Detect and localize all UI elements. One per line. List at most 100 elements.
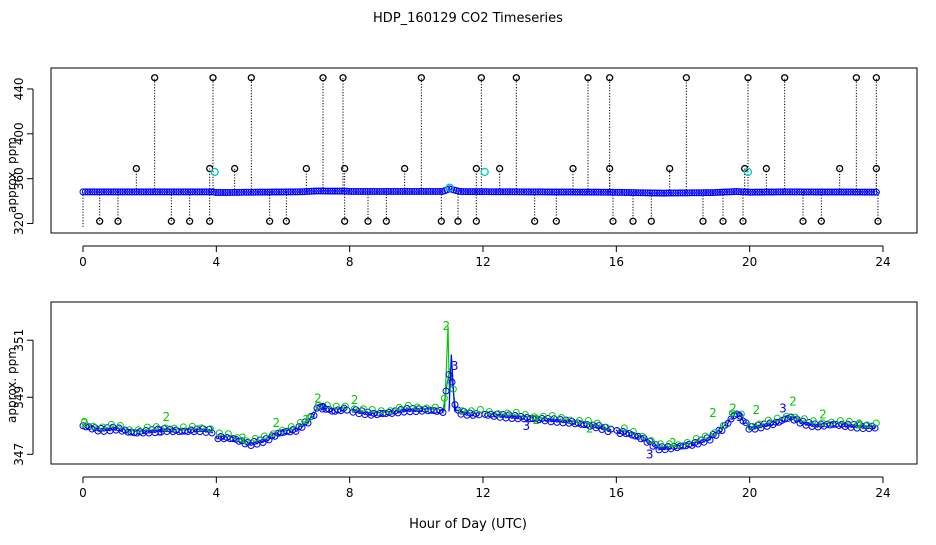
data-point xyxy=(408,187,416,195)
data-point xyxy=(590,188,598,196)
data-point xyxy=(298,423,306,431)
data-point xyxy=(135,188,143,196)
data-point xyxy=(364,217,372,225)
data-point xyxy=(530,413,538,421)
data-point xyxy=(772,418,780,426)
data-point xyxy=(261,188,269,196)
data-point xyxy=(156,188,164,196)
x-tick-label: 0 xyxy=(79,486,87,500)
data-point xyxy=(569,188,577,196)
data-point xyxy=(319,187,327,195)
data-point xyxy=(93,188,101,196)
data-point xyxy=(730,188,738,196)
series-marker-2: 2 xyxy=(443,319,451,333)
data-point xyxy=(476,188,484,196)
data-point xyxy=(714,188,722,196)
data-point xyxy=(109,188,117,196)
data-point xyxy=(364,187,372,195)
data-point xyxy=(210,167,219,177)
data-point xyxy=(112,188,120,196)
data-point xyxy=(665,189,673,197)
data-point xyxy=(245,188,253,196)
data-point xyxy=(595,188,603,196)
data-point xyxy=(247,188,255,196)
series-marker-2: 2 xyxy=(273,416,281,430)
data-point xyxy=(629,427,637,435)
data-point xyxy=(357,187,365,195)
y-tick-label: 440 xyxy=(12,77,26,100)
data-point xyxy=(121,188,129,196)
data-point xyxy=(758,188,766,196)
data-point xyxy=(679,189,687,197)
data-point xyxy=(278,426,286,434)
data-point xyxy=(378,187,386,195)
data-point xyxy=(341,402,349,410)
series-marker-2: 2 xyxy=(669,436,677,450)
data-point xyxy=(256,188,264,196)
data-point xyxy=(186,188,194,196)
data-point xyxy=(719,422,727,430)
y-tick-label: 360 xyxy=(12,167,26,190)
series-marker-2: 2 xyxy=(709,406,717,420)
data-point xyxy=(861,188,869,196)
data-point xyxy=(536,188,544,196)
data-point xyxy=(871,424,879,432)
data-point xyxy=(874,217,882,225)
data-point xyxy=(837,188,845,196)
data-point xyxy=(269,430,277,438)
data-point xyxy=(152,423,160,431)
data-point xyxy=(175,188,183,196)
data-point xyxy=(91,188,99,196)
data-point xyxy=(331,187,339,195)
data-point xyxy=(868,188,876,196)
data-point xyxy=(863,188,871,196)
data-point xyxy=(721,188,729,196)
data-point xyxy=(872,74,880,82)
data-point xyxy=(609,217,617,225)
data-point xyxy=(307,412,315,420)
data-point xyxy=(630,189,638,197)
data-point xyxy=(606,164,614,173)
data-point xyxy=(653,189,661,197)
data-point xyxy=(786,188,794,196)
data-point xyxy=(749,188,757,196)
y-tick-label: 347 xyxy=(12,443,26,466)
data-point xyxy=(609,188,617,196)
data-point xyxy=(709,189,717,197)
data-point xyxy=(451,401,459,409)
data-point xyxy=(420,187,428,195)
data-point xyxy=(100,188,108,196)
data-point xyxy=(403,187,411,195)
data-point xyxy=(193,188,201,196)
data-point xyxy=(455,187,463,195)
data-point xyxy=(254,188,262,196)
data-point xyxy=(644,189,652,197)
data-point xyxy=(737,188,745,196)
series-marker-2: 2 xyxy=(586,422,594,436)
data-point xyxy=(793,188,801,196)
data-point xyxy=(674,441,682,449)
data-point xyxy=(606,188,614,196)
data-point xyxy=(319,74,327,82)
data-point xyxy=(781,188,789,196)
data-point xyxy=(707,189,715,197)
data-point xyxy=(823,188,831,196)
data-point xyxy=(445,183,454,192)
data-point xyxy=(711,188,719,196)
data-point xyxy=(809,188,817,196)
data-point xyxy=(296,418,304,426)
data-point xyxy=(807,188,815,196)
data-point xyxy=(576,188,584,196)
data-point xyxy=(394,187,402,195)
data-point xyxy=(743,167,753,177)
data-point xyxy=(520,188,528,196)
data-point xyxy=(215,429,223,437)
data-point xyxy=(413,403,421,411)
data-point xyxy=(584,74,592,82)
data-point xyxy=(809,417,817,425)
data-point xyxy=(119,188,127,196)
data-point xyxy=(788,188,796,196)
data-point xyxy=(247,74,255,82)
data-point xyxy=(332,402,340,410)
data-point xyxy=(634,189,642,197)
